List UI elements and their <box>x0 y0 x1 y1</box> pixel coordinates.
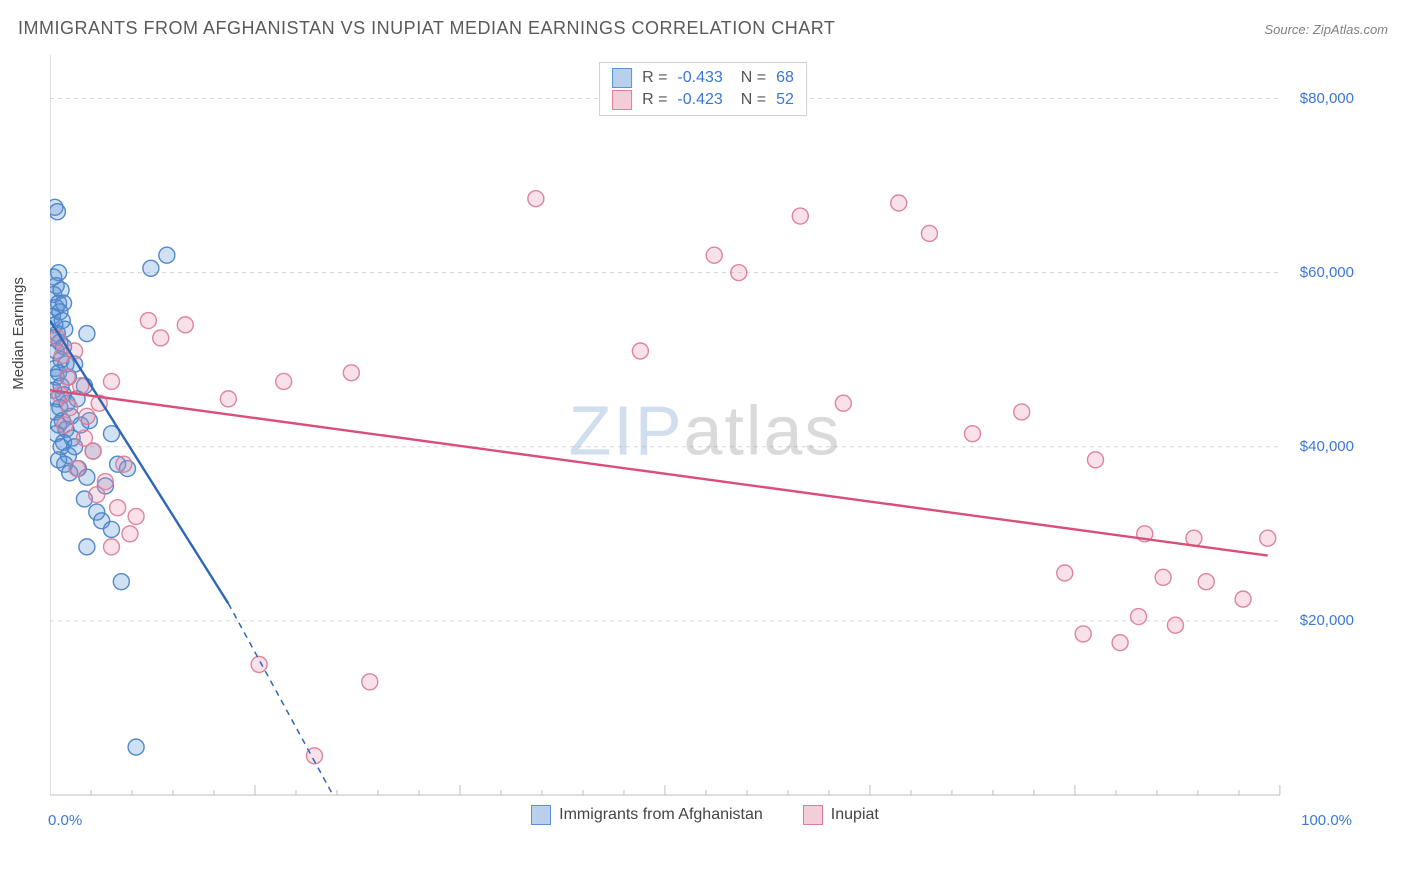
y-tick-label: $80,000 <box>1300 90 1354 107</box>
plot-area: ZIPatlas 0.0% 100.0% $20,000$40,000$60,0… <box>50 55 1360 825</box>
scatter-plot-svg <box>50 55 1360 825</box>
correlation-swatch-inupiat <box>612 90 632 110</box>
legend-item-inupiat: Inupiat <box>803 805 879 825</box>
n-label: N = <box>741 69 766 87</box>
r-value-inupiat: -0.423 <box>677 91 722 109</box>
y-tick-label: $60,000 <box>1300 264 1354 281</box>
bottom-legend: Immigrants from Afghanistan Inupiat <box>50 805 1360 825</box>
y-tick-label: $40,000 <box>1300 438 1354 455</box>
correlation-swatch-afghanistan <box>612 68 632 88</box>
chart-title: IMMIGRANTS FROM AFGHANISTAN VS INUPIAT M… <box>18 18 835 39</box>
n-value-inupiat: 52 <box>776 91 794 109</box>
legend-label-afghanistan: Immigrants from Afghanistan <box>559 806 763 824</box>
correlation-row-afghanistan: R = -0.433 N = 68 <box>600 67 806 89</box>
chart-header: IMMIGRANTS FROM AFGHANISTAN VS INUPIAT M… <box>18 18 1388 39</box>
r-label: R = <box>642 69 667 87</box>
r-label: R = <box>642 91 667 109</box>
r-value-afghanistan: -0.433 <box>677 69 722 87</box>
correlation-legend: R = -0.433 N = 68 R = -0.423 N = 52 <box>599 62 807 116</box>
legend-label-inupiat: Inupiat <box>831 806 879 824</box>
source-attribution: Source: ZipAtlas.com <box>1264 22 1388 37</box>
y-tick-label: $20,000 <box>1300 612 1354 629</box>
correlation-row-inupiat: R = -0.423 N = 52 <box>600 89 806 111</box>
legend-swatch-inupiat <box>803 805 823 825</box>
legend-swatch-afghanistan <box>531 805 551 825</box>
legend-item-afghanistan: Immigrants from Afghanistan <box>531 805 763 825</box>
y-axis-label: Median Earnings <box>10 277 27 390</box>
n-value-afghanistan: 68 <box>776 69 794 87</box>
n-label: N = <box>741 91 766 109</box>
